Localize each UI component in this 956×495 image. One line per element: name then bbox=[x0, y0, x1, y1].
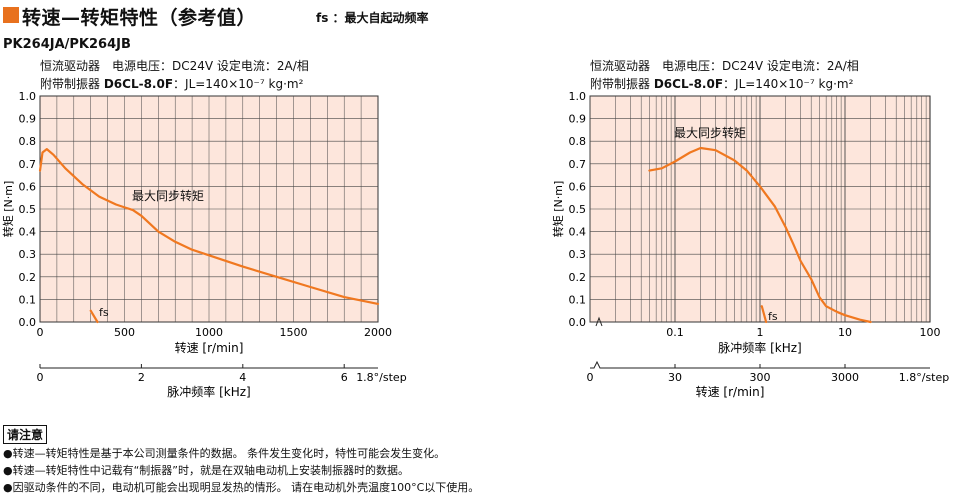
secondary-axis-label: 转速 [r/min] bbox=[696, 384, 765, 399]
secondary-tick-label: 4 bbox=[239, 371, 246, 384]
y-tick-label: 0.2 bbox=[19, 271, 37, 284]
conditions-line2-right: 附带制振器 D6CL-8.0F：JL=140×10⁻⁷ kg·m² bbox=[590, 77, 854, 91]
y-tick-label: 0.3 bbox=[19, 248, 37, 261]
y-tick-label: 0.0 bbox=[19, 316, 37, 329]
y-tick-label: 0.0 bbox=[569, 316, 587, 329]
axis-break-mark bbox=[595, 316, 603, 327]
page-title: 转速—转矩特性（参考值） bbox=[22, 7, 257, 29]
fs-curve bbox=[760, 305, 768, 324]
notes-title: 请注意 bbox=[3, 425, 48, 444]
x-tick-label: 1500 bbox=[280, 326, 308, 339]
linear-torque-chart: 0.0 0.1 0.2 0.3 0.4 0.5 0.6 0.7 0.8 0.9 1.0 0 500 100… bbox=[1, 90, 407, 399]
y-axis-label: 转矩 [N·m] bbox=[551, 181, 565, 238]
x-tick-label: 2000 bbox=[364, 326, 392, 339]
log-torque-chart: 0.0 0.1 0.2 0.3 0.4 0.5 0.6 0.7 0.8 0.9 1.0 0.1 1 10 1… bbox=[551, 90, 950, 399]
step-label: 1.8°/step bbox=[356, 371, 407, 384]
x-axis-label: 转速 [r/min] bbox=[175, 340, 244, 355]
note-item-1: ●转速—转矩特性是基于本公司测量条件的数据。 条件发生变化时，特性可能会发生变化… bbox=[3, 447, 446, 460]
note-item-3: ●因驱动条件的不同，电动机可能会出现明显发热的情形。 请在电动机外壳温度100°… bbox=[3, 481, 480, 494]
x-tick-label: 10 bbox=[838, 326, 852, 339]
fs-legend-note: fs ：最大自起动频率 bbox=[316, 11, 429, 25]
secondary-axis-break bbox=[590, 360, 604, 369]
x-axis-label: 脉冲频率 [kHz] bbox=[718, 340, 801, 355]
x-tick-label: 100 bbox=[920, 326, 941, 339]
series-label-torque: 最大同步转矩 bbox=[674, 125, 746, 140]
torque-curve bbox=[38, 148, 380, 305]
y-tick-label: 0.8 bbox=[569, 135, 587, 148]
y-tick-label: 1.0 bbox=[19, 90, 37, 103]
step-label: 1.8°/step bbox=[899, 371, 950, 384]
series-label-fs: fs bbox=[99, 306, 109, 319]
x-tick-label: 0 bbox=[37, 326, 44, 339]
y-tick-label: 0.8 bbox=[19, 135, 37, 148]
secondary-tick-label: 3000 bbox=[831, 371, 859, 384]
y-tick-label: 0.7 bbox=[569, 158, 587, 171]
secondary-tick-label: 0 bbox=[587, 371, 594, 384]
x-tick-label: 1 bbox=[757, 326, 764, 339]
y-tick-label: 0.9 bbox=[569, 113, 587, 126]
series-label-torque: 最大同步转矩 bbox=[132, 188, 204, 203]
y-tick-label: 0.5 bbox=[569, 203, 587, 216]
y-tick-label: 0.2 bbox=[569, 271, 587, 284]
y-tick-label: 0.6 bbox=[569, 180, 587, 193]
secondary-tick-label: 300 bbox=[750, 371, 771, 384]
note-item-2: ●转速—转矩特性中记载有“制振器”时，就是在双轴电动机上安装制振器时的数据。 bbox=[3, 464, 409, 477]
y-axis-label: 转矩 [N·m] bbox=[1, 181, 15, 238]
model-name: PK264JA/PK264JB bbox=[3, 37, 131, 52]
x-tick-label: 0.1 bbox=[666, 326, 684, 339]
secondary-axis-label: 脉冲频率 [kHz] bbox=[167, 384, 250, 399]
secondary-tick-label: 2 bbox=[138, 371, 145, 384]
y-tick-label: 0.1 bbox=[19, 293, 37, 306]
secondary-tick-label: 30 bbox=[668, 371, 682, 384]
y-tick-label: 0.9 bbox=[19, 113, 37, 126]
conditions-line1-left: 恒流驱动器 电源电压：DC24V 设定电流：2A/相 bbox=[40, 59, 309, 73]
secondary-tick-label: 6 bbox=[341, 371, 348, 384]
torque-curve bbox=[648, 146, 872, 324]
secondary-tick-label: 0 bbox=[37, 371, 44, 384]
y-tick-label: 0.3 bbox=[569, 248, 587, 261]
y-tick-label: 0.6 bbox=[19, 180, 37, 193]
x-tick-label: 1000 bbox=[195, 326, 223, 339]
conditions-line2-left: 附带制振器 D6CL-8.0F：JL=140×10⁻⁷ kg·m² bbox=[40, 77, 304, 91]
y-tick-label: 0.4 bbox=[19, 226, 37, 239]
y-tick-label: 0.5 bbox=[19, 203, 37, 216]
y-tick-label: 0.7 bbox=[19, 158, 37, 171]
series-label-fs: fs bbox=[768, 310, 778, 323]
fs-curve bbox=[89, 309, 99, 324]
y-tick-label: 0.4 bbox=[569, 226, 587, 239]
x-tick-label: 500 bbox=[114, 326, 135, 339]
y-tick-label: 0.1 bbox=[569, 293, 587, 306]
y-tick-label: 1.0 bbox=[569, 90, 587, 103]
conditions-line1-right: 恒流驱动器 电源电压：DC24V 设定电流：2A/相 bbox=[590, 59, 859, 73]
header-color-block bbox=[3, 7, 19, 23]
